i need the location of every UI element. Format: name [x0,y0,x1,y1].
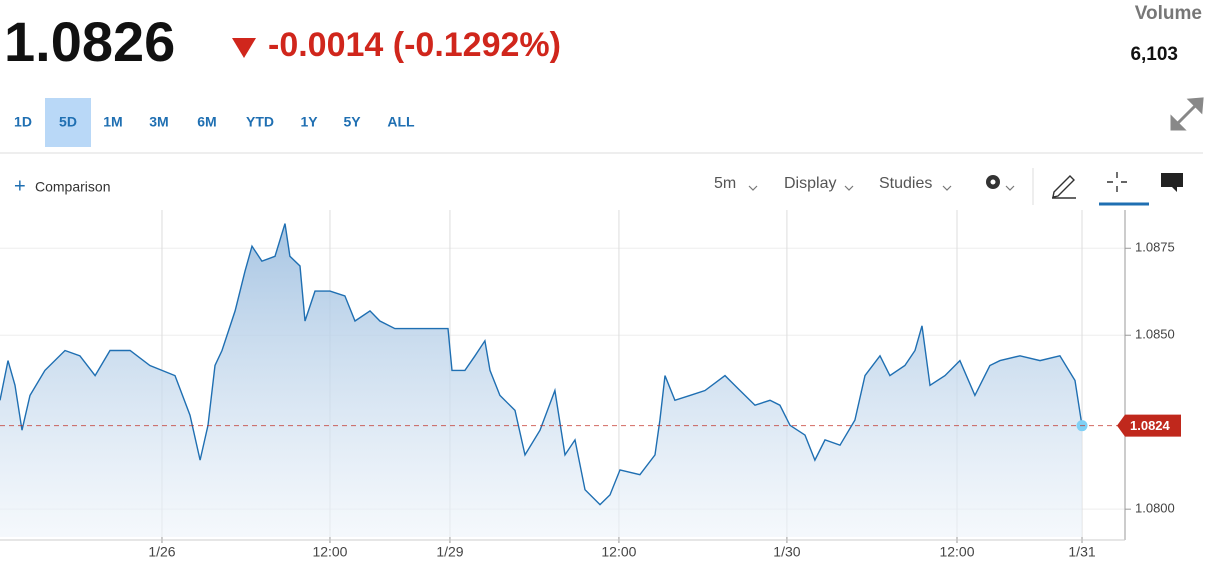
settings-icon[interactable] [986,175,1000,189]
range-button[interactable]: 1Y [300,114,318,130]
chevrons [748,185,1015,191]
volume: 6,103 [1130,44,1178,65]
volume-label: Volume [1135,3,1202,24]
x-tick-label: 12:00 [601,544,636,560]
display-button[interactable]: Display [784,175,836,192]
range-button[interactable]: YTD [246,114,274,130]
range-button[interactable]: ALL [387,114,415,130]
range-button[interactable]: 1M [103,114,122,130]
expand-icon [1170,97,1204,131]
range-button[interactable]: 5Y [343,114,361,130]
plus-icon: + [14,175,26,197]
range-selected [45,98,91,147]
studies-button[interactable]: Studies [879,175,932,192]
y-tick-label: 1.0850 [1135,327,1175,342]
y-tick-label: 1.0875 [1135,240,1175,255]
y-tick-label: 1.0800 [1135,501,1175,516]
area-fill [0,223,1083,537]
interval-button[interactable]: 5m [714,175,736,192]
down-arrow [232,38,256,58]
x-tick-label: 12:00 [312,544,347,560]
last-price-label: 1.0824 [1130,418,1171,433]
x-tick-label: 1/30 [773,544,800,560]
draw-icon[interactable] [1052,175,1076,199]
range-button[interactable]: 5D [59,114,77,130]
change: -0.0014 (-0.1292%) [268,26,561,64]
range-button[interactable]: 3M [149,114,168,130]
crosshair-icon[interactable] [1107,172,1127,192]
comment-icon[interactable] [1161,173,1183,192]
x-tick-label: 1/26 [148,544,175,560]
range-button[interactable]: 1D [14,114,32,130]
last-price-tag [1117,414,1181,437]
price-line [0,223,1083,506]
x-tick-label: 1/29 [436,544,463,560]
range-button[interactable]: 6M [197,114,216,130]
x-tick-label: 12:00 [939,544,974,560]
range-bar: 1D 5D 1M 3M 6M YTD 1Y 5Y ALL [14,98,415,147]
plot: 1.0800 1.0850 1.0875 1/26 12:00 1/29 12:00 1/30… [0,210,1181,560]
comparison-button[interactable]: Comparison [35,179,110,195]
x-tick-label: 1/31 [1068,544,1095,560]
price: 1.0826 [4,10,175,73]
